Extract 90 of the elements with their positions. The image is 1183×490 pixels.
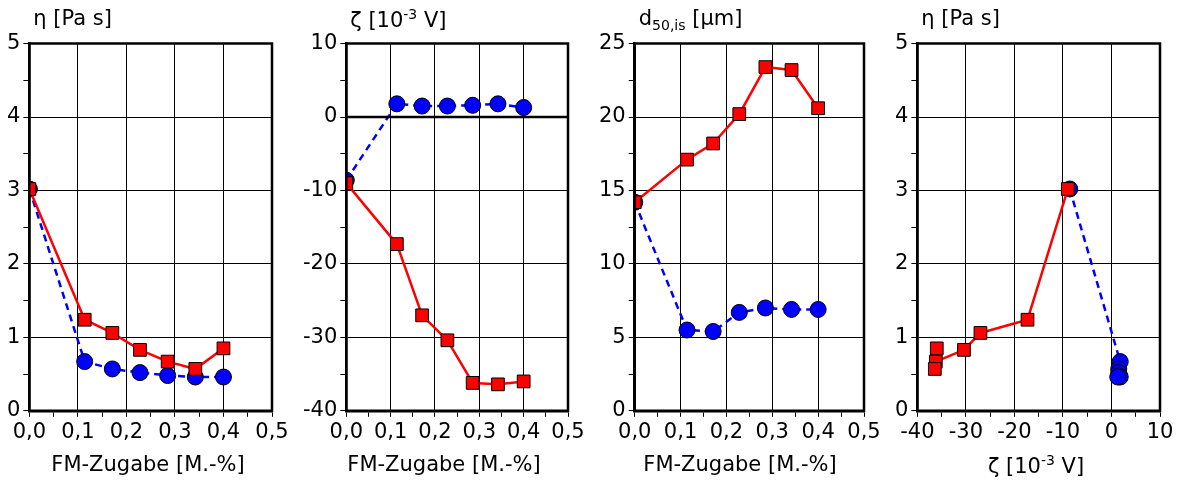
point: [732, 107, 747, 121]
x-tick-label: 0,2: [709, 418, 744, 443]
y-axis-title: ζ [10$^{-3}$ V]: [350, 6, 447, 32]
point: [76, 353, 94, 371]
point: [730, 303, 748, 321]
y-tick-label: 4: [6, 103, 21, 128]
y-tick-label: 5: [6, 30, 21, 55]
point: [811, 101, 826, 116]
y-tick-label: 0: [323, 103, 338, 128]
x-tick-label: 0,1: [663, 418, 698, 443]
y-tick-label: -30: [302, 323, 338, 348]
point: [1060, 182, 1075, 196]
point: [214, 368, 232, 386]
y-tick-label: 1: [894, 323, 909, 348]
y-tick-label: 4: [894, 103, 909, 128]
y-tick-label: 2: [894, 250, 909, 275]
point: [1020, 312, 1035, 327]
y-axis-title: d$_{50,is}$ [µm]: [638, 6, 743, 34]
x-tick-label: 0,4: [801, 418, 835, 443]
point: [680, 152, 694, 167]
point: [489, 95, 507, 113]
point: [389, 237, 404, 251]
x-axis-title: ζ [10$^{-3}$ V]: [986, 452, 1086, 478]
y-tick-label: 25: [598, 30, 626, 55]
y-tick-label: 3: [894, 176, 909, 201]
point: [706, 136, 720, 151]
point: [756, 299, 774, 317]
y-tick-label: 15: [598, 176, 626, 201]
y-axis-title: η [Pa s]: [33, 6, 112, 30]
point: [678, 321, 696, 339]
point: [515, 98, 533, 116]
y-tick-label: -20: [302, 250, 338, 275]
y-tick-label: 5: [612, 323, 626, 348]
point: [491, 377, 505, 392]
x-axis-title: FM-Zugabe [M.-%]: [50, 452, 246, 476]
y-tick-label: 2: [6, 250, 21, 275]
point: [516, 374, 531, 389]
point: [440, 333, 455, 348]
x-tick-label: 0,2: [109, 418, 144, 443]
point: [103, 360, 121, 378]
point: [415, 308, 429, 323]
x-tick-label: -20: [997, 418, 1032, 443]
y-tick-label: -10: [302, 176, 338, 201]
x-tick-label: 0,5: [255, 418, 289, 443]
x-tick-label: 0,3: [755, 418, 789, 443]
x-tick-label: 0,5: [847, 418, 881, 443]
y-axis-title: η [Pa s]: [921, 6, 1000, 30]
point: [957, 342, 971, 357]
point: [105, 326, 120, 340]
x-tick-label: -30: [948, 418, 984, 443]
point: [973, 326, 988, 340]
x-tick-label: 0,3: [462, 418, 497, 443]
point: [216, 341, 231, 356]
x-tick-label: 0,2: [418, 418, 452, 443]
x-tick-label: 0,1: [373, 418, 408, 443]
x-axis-title: FM-Zugabe [M.-%]: [346, 452, 542, 476]
x-tick-label: 0,1: [61, 418, 95, 443]
point: [927, 362, 942, 376]
y-tick-label: 10: [310, 30, 338, 55]
y-tick-label: 0: [894, 397, 909, 422]
point: [465, 376, 480, 390]
x-tick-label: 0,3: [158, 418, 192, 443]
point: [77, 312, 92, 327]
x-tick-label: 0: [1104, 418, 1119, 443]
y-tick-label: 3: [6, 176, 21, 201]
point: [929, 341, 944, 356]
point: [438, 97, 456, 115]
x-tick-label: -10: [1045, 418, 1081, 443]
y-tick-label: 20: [598, 103, 626, 128]
point: [704, 322, 722, 340]
point: [160, 354, 175, 369]
point: [159, 367, 177, 385]
point: [131, 364, 149, 382]
point: [758, 60, 773, 74]
x-tick-label: 0,4: [506, 418, 541, 443]
y-tick-label: 5: [894, 30, 909, 55]
point: [464, 96, 482, 114]
x-axis-title: FM-Zugabe [M.-%]: [642, 452, 838, 476]
point: [388, 95, 406, 113]
point: [784, 63, 799, 77]
x-tick-label: 10: [1146, 418, 1174, 443]
y-tick-label: 1: [6, 323, 21, 348]
x-tick-label: 0,5: [551, 418, 585, 443]
point: [783, 300, 801, 318]
point: [188, 362, 203, 376]
point: [413, 97, 431, 115]
x-tick-label: 0,4: [206, 418, 241, 443]
y-tick-label: 10: [598, 250, 626, 275]
point: [133, 342, 147, 357]
point: [809, 300, 827, 318]
